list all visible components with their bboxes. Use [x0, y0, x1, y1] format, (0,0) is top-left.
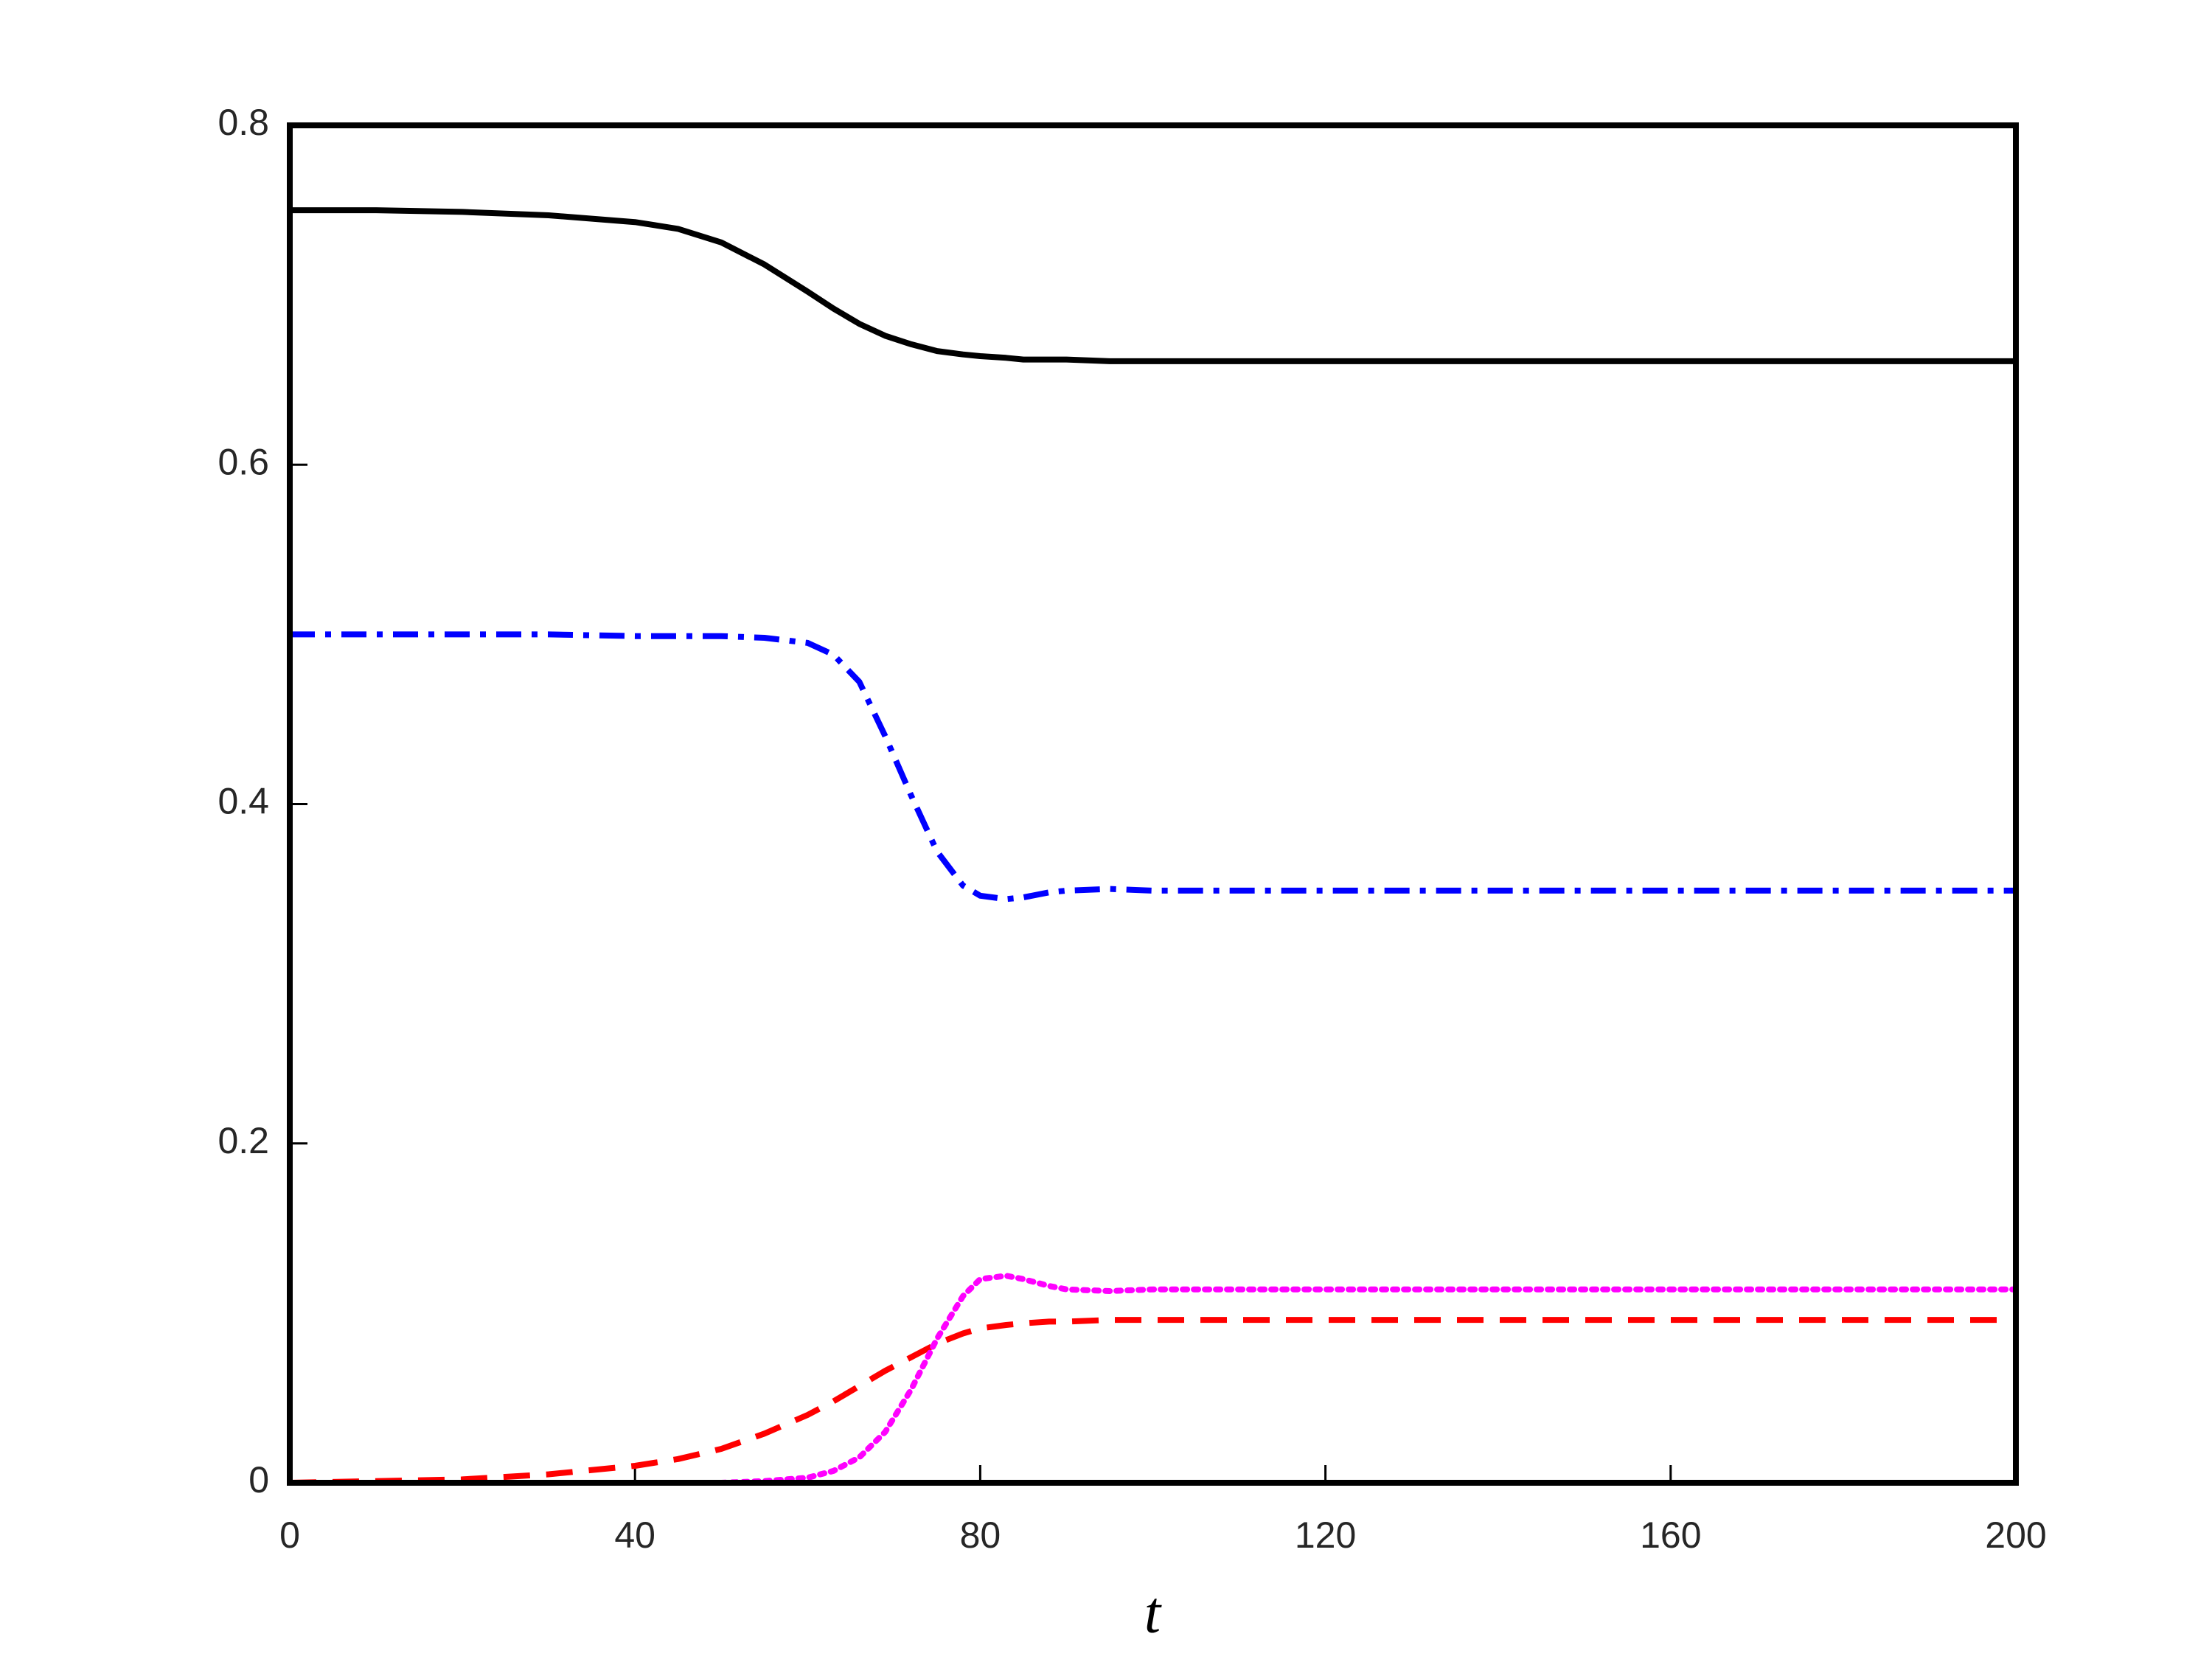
line-series — [290, 631, 2016, 902]
x-tick-label: 120 — [1295, 1514, 1356, 1556]
line-series — [289, 1317, 2016, 1486]
y-tick-label: 0.4 — [218, 781, 269, 822]
y-tick-label: 0.2 — [218, 1120, 269, 1161]
line-series — [290, 207, 2016, 364]
y-tick-label: 0 — [248, 1459, 269, 1500]
x-tick-label: 200 — [1985, 1514, 2046, 1556]
x-tick-label: 40 — [614, 1514, 655, 1556]
x-tick-label: 80 — [960, 1514, 1001, 1556]
x-tick-label: 160 — [1640, 1514, 1701, 1556]
y-tick-label: 0.8 — [218, 102, 269, 143]
line-series — [287, 1273, 2019, 1486]
x-axis-label: t — [1144, 1580, 1162, 1645]
plot-frame — [287, 122, 2019, 1486]
y-tick-label: 0.6 — [218, 441, 269, 482]
x-tick-label: 0 — [279, 1514, 300, 1556]
